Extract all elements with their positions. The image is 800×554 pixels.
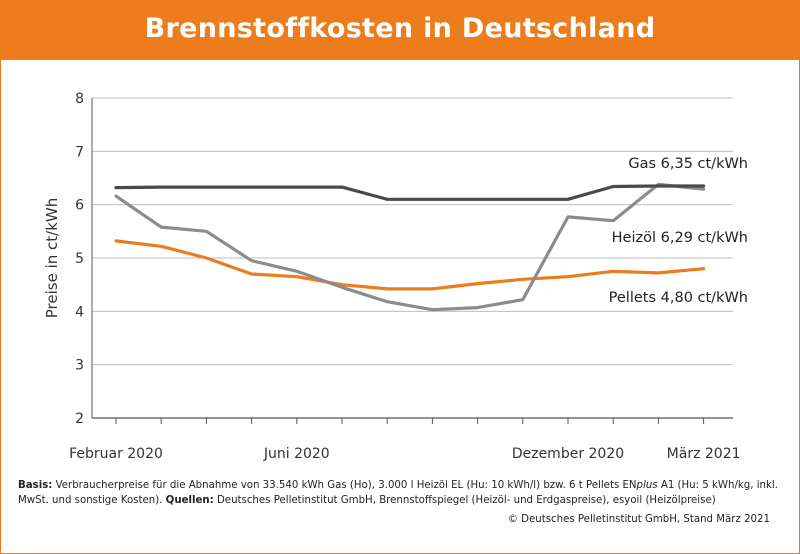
title-banner: [0, 0, 800, 60]
series-line-gas: [114, 184, 706, 201]
x-tick-label: Dezember 2020: [512, 446, 624, 462]
series-lines: [114, 182, 706, 312]
series-line-heizoel: [114, 182, 706, 312]
footnote: Basis: Verbraucherpreise für die Abnahme…: [18, 478, 788, 508]
basis-text-2: A1 (Hu: 5 kWh/kg, inkl. MwSt. und sonsti…: [18, 480, 778, 506]
copyright: © Deutsches Pelletinstitut GmbH, Stand M…: [507, 514, 770, 525]
series-line-pellets: [114, 239, 706, 291]
series-label-gas: Gas 6,35 ct/kWh: [628, 156, 748, 172]
y-axis-label: Preise in ct/kWh: [43, 198, 61, 318]
line-chart: Preise in ct/kWh 2 3 4 5 6 7 8 Februar 2020 Jun…: [43, 91, 748, 462]
x-tick-label: Juni 2020: [263, 446, 330, 462]
series-label-pellets: Pellets 4,80 ct/kWh: [609, 290, 748, 306]
y-tick-label: 7: [75, 144, 84, 160]
y-tick-label: 6: [75, 198, 84, 214]
chart-title: Brennstoffkosten in Deutschland: [144, 13, 656, 44]
y-tick-label: 3: [75, 358, 84, 374]
y-tick-label: 5: [75, 251, 84, 267]
basis-plus: plus: [636, 480, 658, 491]
basis-label: Basis:: [18, 480, 53, 491]
x-tick-labels: Februar 2020 Juni 2020 Dezember 2020 März 2…: [69, 446, 740, 462]
y-tick-label: 8: [75, 91, 84, 107]
y-tick-label: 2: [75, 411, 84, 427]
y-tick-labels: 2 3 4 5 6 7 8: [75, 91, 84, 427]
basis-text: Verbraucherpreise für die Abnahme von 33…: [52, 480, 637, 491]
x-tick-label: März 2021: [667, 446, 741, 462]
series-label-heizoel: Heizöl 6,29 ct/kWh: [612, 230, 748, 246]
x-tick-label: Februar 2020: [69, 446, 163, 462]
y-tick-label: 4: [75, 304, 84, 320]
sources-label: Quellen:: [165, 495, 214, 506]
sources-text: Deutsches Pelletinstitut GmbH, Brennstof…: [213, 495, 716, 506]
grid-lines: [91, 97, 733, 424]
